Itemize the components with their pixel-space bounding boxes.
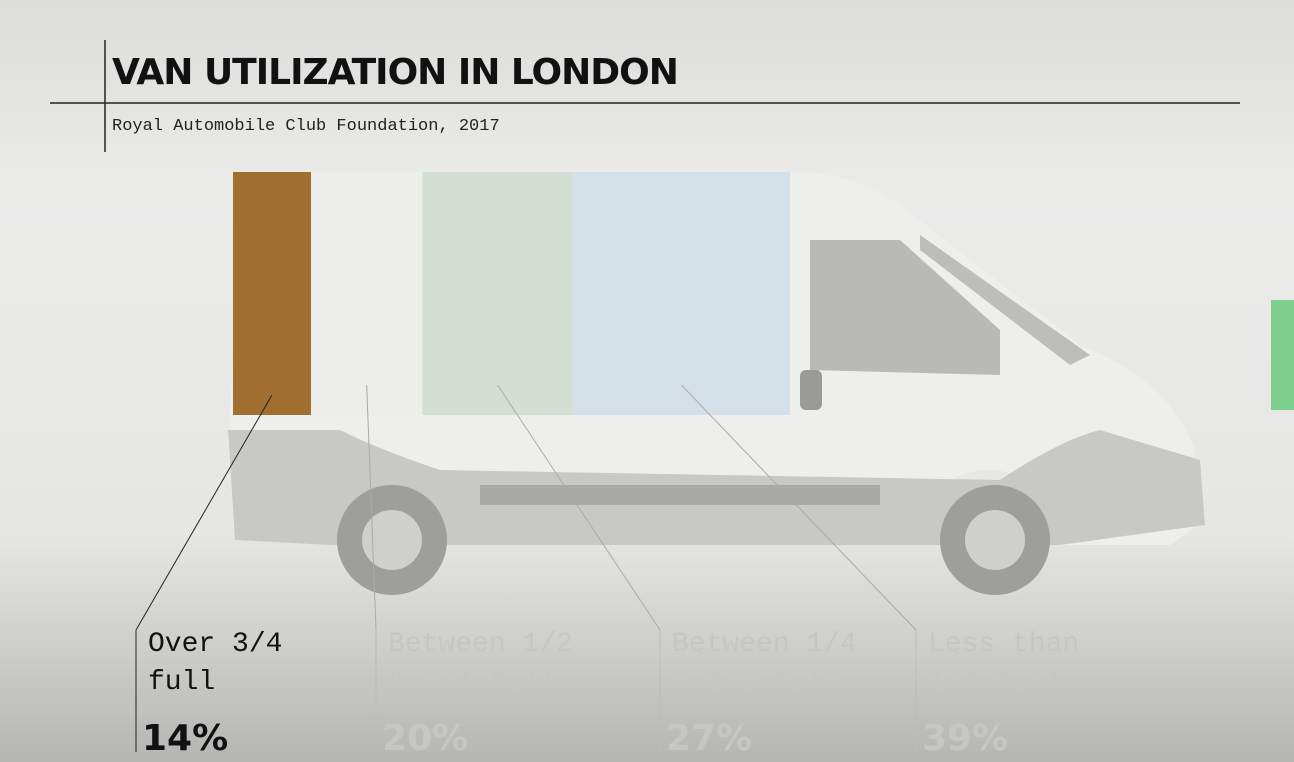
segment [422,172,572,415]
category-label: Between 1/4 & 1/2 full [672,626,882,702]
value-label: 20% [382,718,468,759]
segment [311,172,422,415]
value-label: 27% [666,718,752,759]
chart-title: VAN UTILIZATION IN LONDON [112,52,678,93]
side-tab [1271,300,1294,410]
category-label: Between 1/2 & 3/4 full [388,626,598,702]
value-label: 39% [922,718,1008,759]
segment [573,172,790,415]
value-label: 14% [142,718,228,759]
category-label: Less than 1/4 full [928,626,1138,702]
chart-subtitle: Royal Automobile Club Foundation, 2017 [112,117,500,136]
segment [233,172,311,415]
category-label: Over 3/4 full [148,626,358,702]
infographic: VAN UTILIZATION IN LONDON Royal Automobi… [0,0,1294,762]
